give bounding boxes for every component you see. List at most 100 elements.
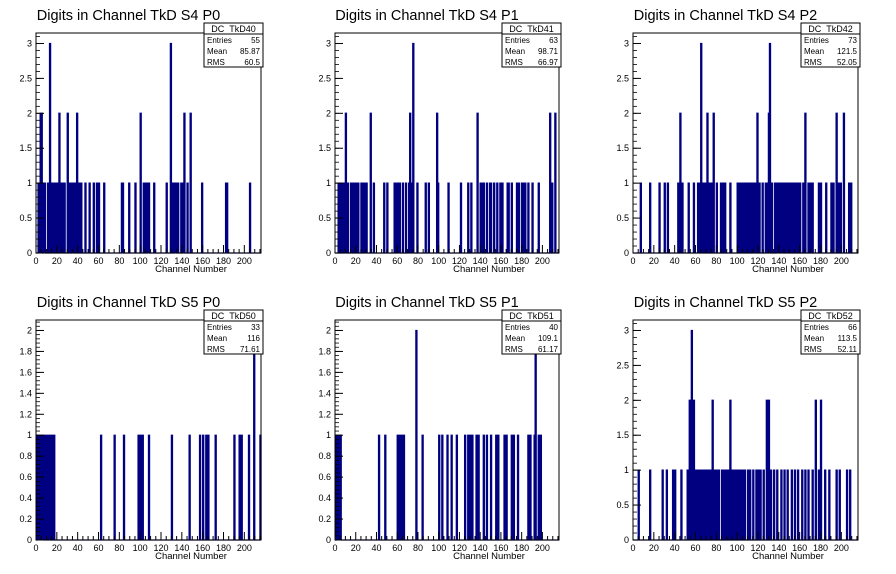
- x-tick-label: 80: [711, 543, 721, 553]
- chart-title: Digits in Channel TkD S5 P2: [634, 295, 818, 311]
- stats-label: RMS: [804, 58, 822, 67]
- stats-box: [800, 309, 861, 355]
- y-tick-label: 1.5: [616, 143, 629, 153]
- x-tick-label: 60: [93, 256, 103, 266]
- y-tick-label: 0.4: [318, 493, 331, 503]
- stats-name: DC_TkD40: [211, 24, 256, 34]
- y-tick-label: 0.6: [19, 472, 32, 482]
- stats-value: 55: [251, 36, 260, 45]
- chart-title: Digits in Channel TkD S4 P0: [37, 8, 221, 24]
- stats-label: RMS: [207, 345, 225, 354]
- histogram-panel: Digits in Channel TkD S5 P20 20 40 60 80 100 1…: [616, 295, 861, 562]
- stats-box: [501, 22, 562, 68]
- y-tick-label: 1: [624, 178, 629, 188]
- stats-box: [800, 22, 861, 68]
- x-tick-label: 100: [431, 256, 446, 266]
- histogram-panel: Digits in Channel TkD S4 P10 20 40 60 80 100 1…: [318, 8, 562, 275]
- y-tick-label: 0: [27, 535, 32, 545]
- stats-name: DC_TkD52: [808, 311, 853, 321]
- stats-name: DC_TkD51: [509, 311, 554, 321]
- x-tick-label: 180: [813, 543, 828, 553]
- y-tick-label: 1.6: [19, 367, 32, 377]
- histogram-line: [633, 329, 858, 541]
- chart-title: Digits in Channel TkD S4 P1: [335, 8, 519, 24]
- x-axis-label: Channel Number: [752, 551, 824, 562]
- x-tick-label: 120: [452, 256, 467, 266]
- y-tick-label: 3: [27, 38, 32, 48]
- plot-frame: [35, 32, 262, 254]
- y-tick-label: 0: [326, 248, 331, 258]
- x-tick-label: 120: [452, 543, 467, 553]
- stats-value: 33: [251, 323, 260, 332]
- x-tick-label: 40: [73, 256, 83, 266]
- x-tick-label: 20: [52, 256, 62, 266]
- x-tick-label: 180: [216, 543, 231, 553]
- stats-value: 52.11: [838, 345, 858, 354]
- y-tick-label: 0.5: [616, 500, 629, 510]
- stats-value: 98.71: [538, 47, 559, 56]
- x-tick-label: 180: [514, 543, 529, 553]
- x-tick-label: 60: [392, 256, 402, 266]
- stats-value: 121.5: [837, 47, 858, 56]
- stats-label: RMS: [505, 345, 523, 354]
- y-tick-label: 2: [27, 325, 32, 335]
- stats-label: Mean: [804, 334, 824, 343]
- x-tick-label: 120: [750, 543, 765, 553]
- y-tick-label: 1.4: [19, 388, 32, 398]
- stats-label: Entries: [804, 323, 829, 332]
- y-tick-label: 0: [27, 248, 32, 258]
- stats-label: Entries: [505, 323, 530, 332]
- y-tick-label: 0.8: [318, 451, 331, 461]
- x-tick-label: 200: [237, 256, 252, 266]
- x-tick-label: 160: [493, 543, 508, 553]
- x-tick-label: 200: [834, 543, 849, 553]
- x-tick-label: 100: [133, 256, 148, 266]
- x-tick-label: 80: [413, 256, 423, 266]
- chart-title: Digits in Channel TkD S4 P2: [634, 8, 818, 24]
- y-tick-label: 1.5: [19, 143, 32, 153]
- y-tick-label: 3: [624, 38, 629, 48]
- y-tick-label: 3: [326, 38, 331, 48]
- stats-label: Mean: [207, 47, 227, 56]
- x-tick-label: 80: [711, 256, 721, 266]
- x-axis-label: Channel Number: [453, 551, 525, 562]
- chart-title: Digits in Channel TkD S5 P0: [37, 295, 221, 311]
- y-tick-label: 3: [624, 325, 629, 335]
- stats-value: 113.5: [838, 334, 858, 343]
- y-tick-label: 1: [27, 430, 32, 440]
- x-tick-label: 100: [730, 256, 745, 266]
- stats-value: 109.1: [538, 334, 559, 343]
- x-tick-label: 40: [670, 543, 680, 553]
- stats-value: 60.5: [244, 58, 260, 67]
- y-tick-label: 0.4: [19, 493, 32, 503]
- y-tick-label: 1.5: [616, 430, 629, 440]
- y-tick-label: 1: [624, 465, 629, 475]
- y-tick-label: 1: [27, 178, 32, 188]
- stats-value: 66: [848, 323, 857, 332]
- y-tick-label: 1: [326, 430, 331, 440]
- stats-label: Entries: [207, 323, 232, 332]
- plot-frame: [35, 319, 262, 541]
- stats-name: DC_TkD42: [808, 24, 853, 34]
- x-tick-label: 160: [195, 256, 210, 266]
- stats-label: RMS: [804, 345, 822, 354]
- x-tick-label: 200: [237, 543, 252, 553]
- plot-frame: [334, 32, 560, 254]
- x-tick-label: 140: [473, 256, 488, 266]
- y-tick-label: 0: [624, 248, 629, 258]
- x-tick-label: 100: [730, 543, 745, 553]
- x-tick-label: 60: [93, 543, 103, 553]
- x-tick-label: 20: [351, 256, 361, 266]
- x-tick-label: 200: [834, 256, 849, 266]
- stats-label: Mean: [505, 47, 525, 56]
- x-tick-label: 100: [431, 543, 446, 553]
- y-tick-label: 1.4: [318, 388, 331, 398]
- x-tick-label: 60: [392, 543, 402, 553]
- y-tick-label: 2: [624, 395, 629, 405]
- plot-frame: [632, 319, 859, 541]
- y-tick-label: 0.8: [19, 451, 32, 461]
- x-tick-label: 0: [332, 256, 337, 266]
- x-tick-label: 40: [73, 543, 83, 553]
- histogram-line: [36, 329, 262, 541]
